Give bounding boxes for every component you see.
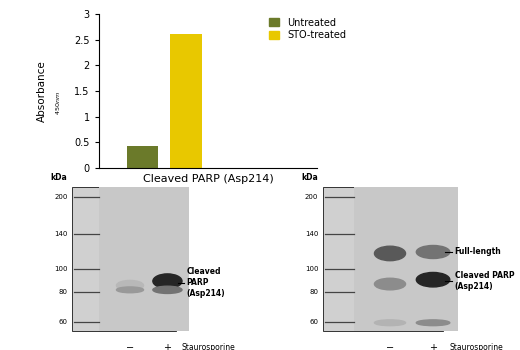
Ellipse shape [374, 320, 406, 326]
Bar [323, 187, 443, 331]
Text: 100: 100 [54, 266, 68, 272]
Ellipse shape [374, 278, 406, 290]
Bar [72, 187, 176, 331]
Ellipse shape [116, 280, 144, 290]
Text: −: − [126, 343, 134, 350]
Ellipse shape [153, 286, 182, 293]
Text: Absorbance: Absorbance [37, 60, 47, 122]
Text: 200: 200 [305, 194, 318, 199]
Text: $_{450nm}$: $_{450nm}$ [54, 91, 63, 115]
Text: 100: 100 [305, 266, 318, 272]
Ellipse shape [417, 272, 450, 287]
Ellipse shape [153, 274, 182, 288]
Text: 60: 60 [309, 319, 318, 326]
Text: Staurosporine: Staurosporine [182, 343, 236, 350]
Ellipse shape [417, 320, 450, 326]
Text: 80: 80 [309, 289, 318, 295]
Bar [99, 187, 189, 331]
Text: Cleaved PARP
(Asp214): Cleaved PARP (Asp214) [454, 271, 514, 291]
Text: 140: 140 [305, 231, 318, 237]
Ellipse shape [116, 287, 144, 293]
Text: −: − [386, 343, 394, 350]
Text: Cleaved
PARP
(Asp214): Cleaved PARP (Asp214) [186, 267, 225, 298]
X-axis label: Cleaved PARP (Asp214): Cleaved PARP (Asp214) [142, 174, 274, 183]
Bar [171, 34, 202, 168]
Text: 140: 140 [54, 231, 68, 237]
Text: +: + [429, 343, 437, 350]
Legend: Untreated, STO-treated: Untreated, STO-treated [267, 16, 348, 42]
Text: kDa: kDa [302, 173, 318, 182]
Text: +: + [163, 343, 172, 350]
Text: 60: 60 [59, 319, 68, 326]
Ellipse shape [374, 246, 406, 261]
Bar [127, 146, 158, 168]
Text: Staurosporine: Staurosporine [450, 343, 503, 350]
Text: 80: 80 [59, 289, 68, 295]
Text: Full-length: Full-length [454, 247, 501, 257]
Text: 200: 200 [54, 194, 68, 199]
Ellipse shape [417, 245, 450, 259]
Text: kDa: kDa [51, 173, 68, 182]
Bar [354, 187, 458, 331]
